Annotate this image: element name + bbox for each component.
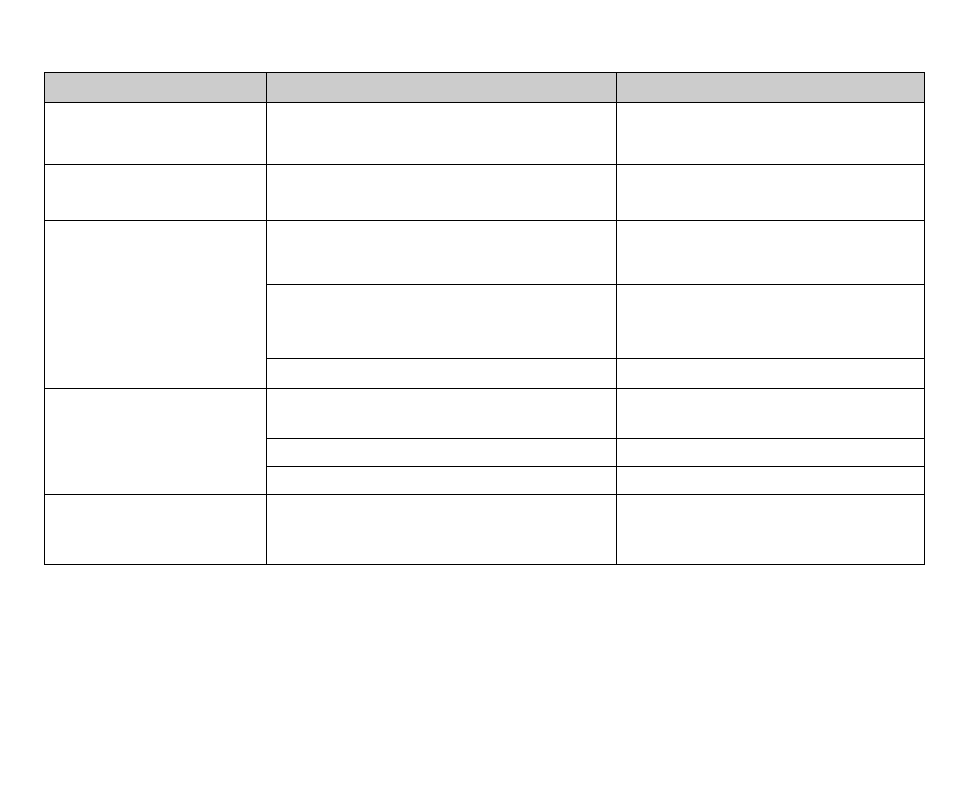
table-cell bbox=[267, 103, 617, 165]
table-header-cell bbox=[45, 73, 267, 103]
table-cell bbox=[267, 165, 617, 221]
table-cell bbox=[267, 359, 617, 389]
table-header-cell bbox=[617, 73, 925, 103]
table-header-row bbox=[45, 73, 925, 103]
table-cell bbox=[617, 495, 925, 565]
table-cell bbox=[45, 103, 267, 165]
table-cell bbox=[267, 439, 617, 467]
table-cell bbox=[45, 389, 267, 495]
table-cell bbox=[617, 359, 925, 389]
table-cell bbox=[45, 165, 267, 221]
table-row bbox=[45, 221, 925, 285]
main-table bbox=[44, 72, 925, 565]
table-cell bbox=[45, 495, 267, 565]
table-cell bbox=[617, 389, 925, 439]
table-cell bbox=[267, 285, 617, 359]
table-cell bbox=[617, 103, 925, 165]
page bbox=[0, 0, 954, 804]
table-cell bbox=[267, 467, 617, 495]
table-cell bbox=[617, 165, 925, 221]
table-row bbox=[45, 165, 925, 221]
table-row bbox=[45, 495, 925, 565]
table-row bbox=[45, 103, 925, 165]
table-cell bbox=[617, 439, 925, 467]
table-cell bbox=[617, 467, 925, 495]
table-row bbox=[45, 389, 925, 439]
table-cell bbox=[267, 389, 617, 439]
table-header-cell bbox=[267, 73, 617, 103]
table-cell bbox=[617, 221, 925, 285]
table-cell bbox=[267, 221, 617, 285]
table-cell bbox=[267, 495, 617, 565]
table-cell bbox=[45, 221, 267, 389]
table-cell bbox=[617, 285, 925, 359]
